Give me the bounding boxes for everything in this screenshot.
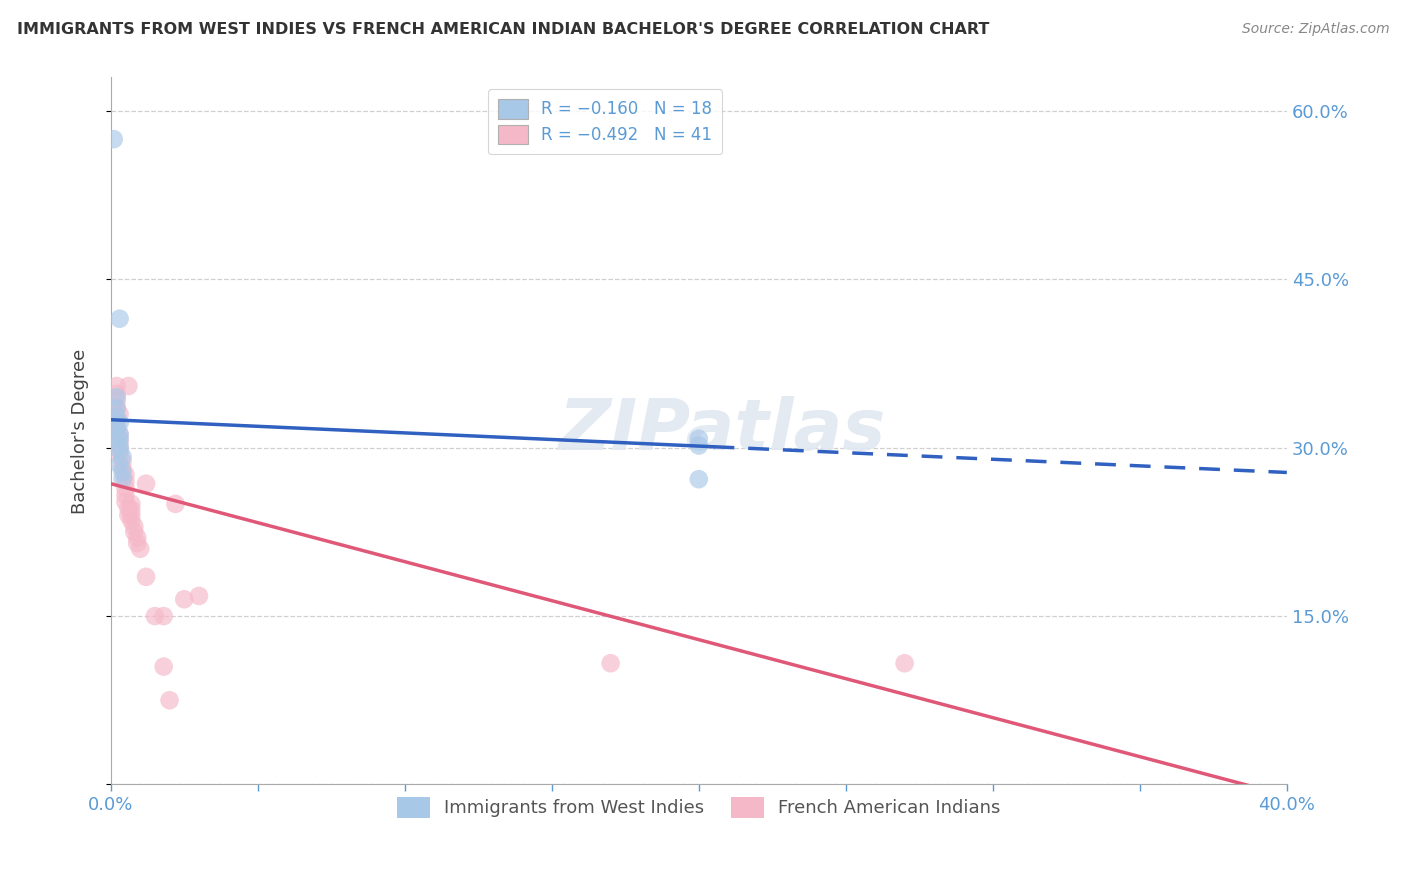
Point [108, 442, 131, 457]
Point [103, 132, 125, 146]
Point [111, 472, 134, 486]
Point [114, 481, 136, 495]
Text: IMMIGRANTS FROM WEST INDIES VS FRENCH AMERICAN INDIAN BACHELOR'S DEGREE CORRELAT: IMMIGRANTS FROM WEST INDIES VS FRENCH AM… [17, 22, 990, 37]
Text: ZIPatlas: ZIPatlas [558, 396, 886, 466]
Point [114, 475, 136, 489]
Point [105, 409, 128, 424]
Point [120, 514, 142, 528]
Point [108, 441, 131, 455]
Point [120, 502, 142, 516]
Point [105, 387, 128, 401]
Point [105, 393, 128, 408]
Point [129, 541, 152, 556]
Point [108, 458, 131, 472]
Point [599, 657, 621, 671]
Legend: Immigrants from West Indies, French American Indians: Immigrants from West Indies, French Amer… [389, 789, 1008, 825]
Point [105, 390, 128, 404]
Point [111, 466, 134, 480]
Point [114, 488, 136, 502]
Point [688, 472, 710, 486]
Point [108, 427, 131, 442]
Point [105, 420, 128, 434]
Point [108, 434, 131, 448]
Point [108, 438, 131, 452]
Point [159, 693, 181, 707]
Point [111, 450, 134, 464]
Point [893, 657, 915, 671]
Point [127, 536, 149, 550]
Point [117, 501, 139, 516]
Point [105, 414, 128, 428]
Point [108, 448, 131, 462]
Point [111, 461, 134, 475]
Point [152, 659, 174, 673]
Point [105, 401, 128, 416]
Y-axis label: Bachelor's Degree: Bachelor's Degree [72, 348, 89, 514]
Point [120, 508, 142, 522]
Point [108, 427, 131, 442]
Point [135, 476, 157, 491]
Point [688, 432, 710, 446]
Point [108, 311, 131, 326]
Point [111, 454, 134, 468]
Point [105, 379, 128, 393]
Point [114, 467, 136, 482]
Point [108, 416, 131, 430]
Point [143, 609, 166, 624]
Point [117, 379, 139, 393]
Point [173, 592, 195, 607]
Point [152, 609, 174, 624]
Point [688, 438, 710, 452]
Point [188, 589, 211, 603]
Point [120, 497, 142, 511]
Point [127, 531, 149, 545]
Point [165, 497, 187, 511]
Point [117, 508, 139, 522]
Point [105, 420, 128, 434]
Point [135, 570, 157, 584]
Point [124, 524, 146, 539]
Point [114, 494, 136, 508]
Point [108, 407, 131, 421]
Point [105, 401, 128, 415]
Point [108, 432, 131, 446]
Text: Source: ZipAtlas.com: Source: ZipAtlas.com [1241, 22, 1389, 37]
Point [124, 519, 146, 533]
